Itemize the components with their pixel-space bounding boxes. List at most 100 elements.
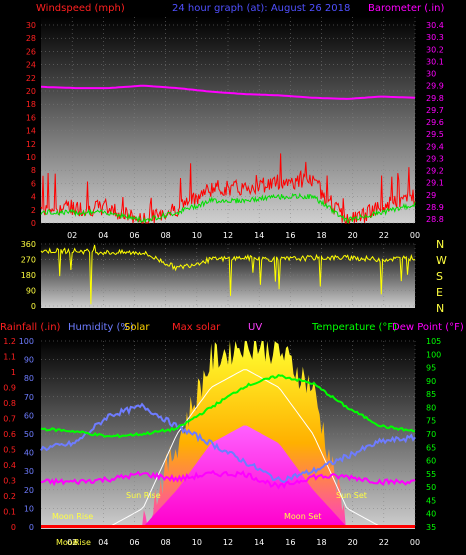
rainfall-tick-label: 0.6 [3,430,16,439]
wind-direction-series [40,244,416,305]
windspeed-tick-label: 28 [26,34,36,43]
barometer-tick-label: 30.2 [426,45,444,54]
x-tick-label: 14 [254,538,264,547]
windspeed-tick-label: 6 [31,179,36,188]
barometer-tick-label: 29 [426,191,436,200]
barometer-tick-label: 29.9 [426,82,444,91]
x-tick-label: 00 [410,231,420,240]
x-tick-label: 14 [254,231,264,240]
barometer-series [40,84,416,100]
moon-rise-xaxis-label: Moon [56,538,78,547]
x-tick-label: 20 [348,538,358,547]
humidity-series [40,402,416,483]
sun-rise-label: Sun Rise [126,491,161,500]
temperature-tick-label: 55 [426,470,436,479]
x-tick-label: 02 [67,231,77,240]
temperature-tick-label: 35 [426,523,436,532]
x-tick-label: 10 [192,538,202,547]
humidity-axis-label: Humidity (%) [68,322,134,333]
rainfall-tick-label: 1 [11,368,16,377]
temperature-tick-label: 85 [426,390,436,399]
temperature-tick-label: 95 [426,364,436,373]
temperature-tick-label: 80 [426,403,436,412]
x-tick-label: 04 [98,231,108,240]
barometer-tick-label: 30.4 [426,21,444,30]
barometer-tick-label: 29.5 [426,130,444,139]
temperature-tick-label: 60 [426,457,436,466]
windspeed-tick-label: 24 [26,61,36,70]
compass-letter: E [436,286,443,299]
barometer-tick-label: 29.1 [426,179,444,188]
temperature-tick-label: 50 [426,483,436,492]
windspeed-tick-label: 22 [26,74,36,83]
rainfall-series [41,525,415,528]
chart-title: 24 hour graph (at): August 26 2018 [172,3,350,14]
barometer-axis-label: Barometer (.in) [368,3,444,14]
x-tick-label: 18 [316,231,326,240]
windspeed-tick-label: 2 [31,206,36,215]
x-tick-label: 22 [379,231,389,240]
x-tick-label: 08 [161,538,171,547]
barometer-tick-label: 28.9 [426,203,444,212]
x-tick-label: 00 [410,538,420,547]
humidity-tick-label: 0 [29,523,34,532]
humidity-tick-label: 80 [24,374,34,383]
barometer-tick-label: 30.1 [426,57,444,66]
humidity-tick-label: 10 [24,504,34,513]
uv-series [41,425,415,527]
barometer-tick-label: 29.8 [426,94,444,103]
rainfall-tick-label: 1.1 [3,353,16,362]
x-tick-label: 04 [98,538,108,547]
humidity-tick-label: 20 [24,486,34,495]
x-tick-label: 16 [285,538,295,547]
x-tick-label: 02 [67,538,77,547]
x-tick-label: 22 [379,538,389,547]
x-tick-label: 12 [223,538,233,547]
rainfall-tick-label: 0.1 [3,508,16,517]
windspeed-tick-label: 12 [26,140,36,149]
rainfall-tick-label: 0.3 [3,477,16,486]
dewpoint-axis-label: Dew Point (°F) [392,322,464,333]
direction-tick-label: 90 [26,287,36,296]
rainfall-tick-label: 1.2 [3,337,16,346]
barometer-tick-label: 29.3 [426,154,444,163]
rainfall-tick-label: 0.5 [3,446,16,455]
rise-xaxis-label: Rise [74,538,91,547]
temperature-tick-label: 100 [426,350,441,359]
temperature-tick-label: 70 [426,430,436,439]
direction-tick-label: 270 [21,256,36,265]
windspeed-series [40,153,416,224]
rainfall-axis-label: Rainfall (.in) [0,322,61,333]
windspeed-tick-label: 14 [26,127,36,136]
temperature-series [40,373,416,439]
rainfall-tick-label: 0 [11,523,16,532]
dewpoint-series [40,469,416,490]
moon-set-label: Moon Set [284,512,321,521]
temperature-tick-label: 65 [426,443,436,452]
humidity-tick-label: 60 [24,411,34,420]
uv-legend-label: UV [248,322,262,333]
temperature-tick-label: 75 [426,417,436,426]
compass-letter: W [436,254,447,267]
humidity-tick-label: 90 [24,356,34,365]
windspeed-tick-label: 26 [26,47,36,56]
compass-letter: N [436,238,444,251]
wind-direction-line [40,244,416,305]
windspeed-tick-label: 4 [31,193,36,202]
x-tick-label: 06 [129,538,139,547]
barometer-tick-label: 28.8 [426,215,444,224]
barometer-tick-label: 29.2 [426,167,444,176]
barometer-tick-label: 29.4 [426,142,444,151]
direction-tick-label: 180 [21,271,36,280]
direction-tick-label: 360 [21,240,36,249]
humidity-tick-label: 100 [19,337,34,346]
compass-letter: N [436,302,444,315]
wind-average-series [40,192,416,224]
windspeed-tick-label: 30 [26,21,36,30]
x-tick-label: 20 [348,231,358,240]
windspeed-tick-label: 18 [26,100,36,109]
humidity-tick-label: 30 [24,467,34,476]
temperature-tick-label: 45 [426,496,436,505]
sun-set-label: Sun Set [336,491,367,500]
temperature-tick-label: 40 [426,510,436,519]
